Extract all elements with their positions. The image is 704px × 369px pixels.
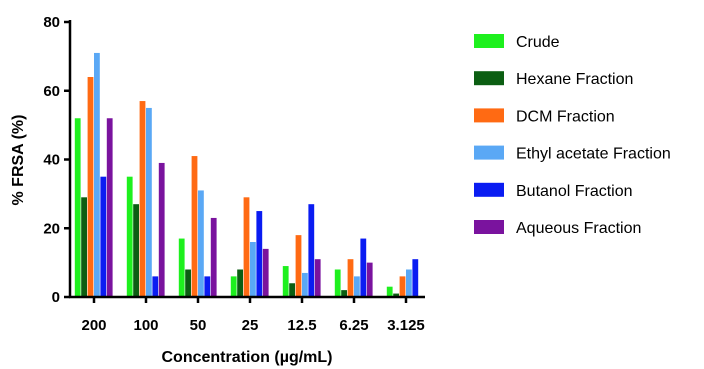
legend-label: Crude [516, 34, 560, 51]
legend-swatch [474, 71, 504, 86]
bar-ethyl-acetate-fraction-200 [94, 52, 100, 297]
bar-aqueous-fraction-100 [158, 162, 165, 297]
x-tick-label: 50 [190, 317, 207, 334]
legend-item: Crude [474, 34, 560, 51]
x-tick-label: 12.5 [287, 317, 316, 334]
y-tick-label: 40 [43, 152, 60, 169]
bar-crude-50 [178, 238, 185, 297]
bar-butanol-fraction-50 [204, 276, 211, 298]
chart-bars [74, 52, 419, 298]
bar-ethyl-acetate-fraction-100 [146, 107, 152, 297]
bar-ethyl-acetate-fraction-12_5 [302, 272, 308, 297]
bar-dcm-fraction-200 [87, 77, 94, 297]
legend-label: Aqueous Fraction [516, 220, 641, 237]
x-ticks: 200 100 50 25 12.5 6.25 3.125 [81, 297, 425, 334]
bar-crude-3_125 [386, 286, 393, 297]
bar-dcm-fraction-50 [191, 156, 198, 297]
bar-dcm-fraction-12_5 [295, 235, 302, 298]
legend-item: Hexane Fraction [474, 71, 633, 88]
bar-dcm-fraction-25 [243, 197, 250, 297]
x-tick-label: 3.125 [387, 317, 425, 334]
bar-butanol-fraction-100 [152, 276, 159, 298]
bar-crude-6_25 [334, 269, 341, 297]
legend-swatch [474, 34, 504, 48]
y-tick-label: 20 [43, 220, 60, 237]
bar-aqueous-fraction-6_25 [366, 262, 373, 298]
bar-hexane-fraction-100 [133, 204, 139, 297]
bar-butanol-fraction-200 [100, 176, 107, 297]
bar-dcm-fraction-3_125 [399, 276, 406, 298]
x-tick-label: 25 [242, 317, 259, 334]
legend-swatch [474, 220, 504, 234]
legend-label: DCM Fraction [516, 108, 615, 125]
bar-aqueous-fraction-200 [106, 118, 113, 297]
y-axis-title: % FRSA (%) [10, 115, 27, 206]
legend-label: Hexane Fraction [516, 71, 633, 88]
bar-hexane-fraction-12_5 [289, 283, 295, 297]
y-tick-label: 80 [43, 14, 60, 31]
legend-item: Butanol Fraction [474, 182, 633, 200]
x-axis-title: Concentration (µg/mL) [162, 349, 333, 366]
y-tick-label: 0 [52, 289, 60, 306]
bar-crude-200 [74, 118, 81, 297]
bar-ethyl-acetate-fraction-6_25 [354, 276, 360, 298]
bar-dcm-fraction-6_25 [347, 259, 354, 297]
x-tick-label: 200 [81, 317, 106, 334]
bar-aqueous-fraction-25 [262, 248, 269, 298]
bar-hexane-fraction-25 [237, 269, 243, 297]
legend-swatch [474, 182, 504, 197]
bar-butanol-fraction-25 [256, 211, 263, 297]
bar-hexane-fraction-3_125 [393, 293, 399, 297]
bar-hexane-fraction-6_25 [341, 290, 347, 298]
bar-aqueous-fraction-12_5 [314, 259, 321, 297]
bar-butanol-fraction-6_25 [360, 238, 367, 297]
bar-hexane-fraction-200 [81, 197, 87, 297]
bar-ethyl-acetate-fraction-3_125 [406, 269, 412, 297]
legend: Crude Hexane Fraction DCM Fraction Ethyl ac… [474, 34, 671, 237]
y-tick-label: 60 [43, 83, 60, 100]
bar-aqueous-fraction-50 [210, 217, 217, 297]
bar-butanol-fraction-12_5 [308, 204, 315, 297]
legend-item: Ethyl acetate Fraction [474, 145, 671, 163]
legend-swatch [474, 108, 504, 123]
x-tick-label: 100 [133, 317, 158, 334]
bar-ethyl-acetate-fraction-25 [250, 242, 256, 297]
y-ticks: 0 20 40 60 80 [43, 14, 70, 306]
bar-hexane-fraction-50 [185, 269, 191, 297]
bar-crude-25 [230, 276, 237, 298]
legend-item: Aqueous Fraction [474, 220, 641, 237]
bar-butanol-fraction-3_125 [412, 259, 419, 297]
bar-crude-12_5 [282, 266, 289, 297]
bar-crude-100 [126, 176, 133, 297]
legend-swatch [474, 145, 504, 160]
legend-label: Ethyl acetate Fraction [516, 146, 671, 163]
bar-ethyl-acetate-fraction-50 [198, 190, 204, 297]
bar-dcm-fraction-100 [139, 101, 146, 297]
legend-label: Butanol Fraction [516, 183, 633, 200]
x-tick-label: 6.25 [339, 317, 368, 334]
legend-item: DCM Fraction [474, 108, 615, 125]
